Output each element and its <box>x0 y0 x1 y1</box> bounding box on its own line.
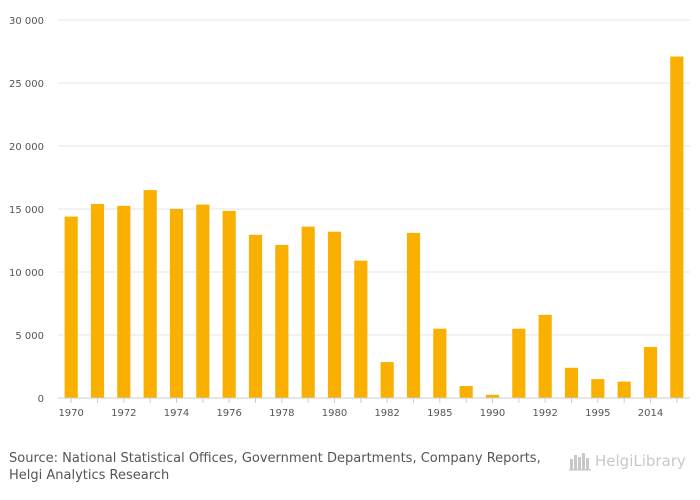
y-tick-label: 30 000 <box>9 16 44 27</box>
bar-1980 <box>327 231 342 398</box>
x-axis-ticks: 1970 1972 1974 1976 1978 1980 1982 1985 1990 1992… <box>58 398 678 419</box>
x-tick-label: 1974 <box>164 408 189 419</box>
x-tick-label: 1992 <box>532 408 557 419</box>
bar-chart: 0 5 000 10 000 15 000 20 000 25 000 30 000 197… <box>9 16 690 419</box>
bar-1972 <box>117 205 131 398</box>
grid-lines <box>58 19 690 336</box>
x-tick-label: 1995 <box>585 408 610 419</box>
x-tick-label: 1980 <box>322 408 347 419</box>
x-tick-label: 1976 <box>216 408 241 419</box>
x-tick-label: 1972 <box>111 408 136 419</box>
source-line-2: Helgi Analytics Research <box>9 468 170 483</box>
bar-1978 <box>275 244 289 398</box>
y-tick-label: 25 000 <box>9 79 44 90</box>
x-tick-label: 1978 <box>269 408 294 419</box>
bar-1982 <box>380 362 394 398</box>
bar-1983 <box>406 232 421 398</box>
bar-1988 <box>459 386 473 398</box>
bar-2015 <box>670 56 684 398</box>
bar-1975 <box>196 204 210 398</box>
bar-1974 <box>169 209 184 398</box>
x-tick-label: 1990 <box>480 408 505 419</box>
x-tick-label: 1982 <box>374 408 399 419</box>
bar-1977 <box>248 234 263 398</box>
bar-1990 <box>485 394 500 398</box>
bar-1993 <box>564 367 579 398</box>
bar-2012 <box>617 381 631 398</box>
books-icon <box>569 453 591 471</box>
bar-1970 <box>64 216 78 398</box>
y-tick-label: 0 <box>38 394 44 405</box>
y-tick-label: 10 000 <box>9 268 44 279</box>
x-tick-label: 1970 <box>58 408 83 419</box>
y-tick-label: 15 000 <box>9 205 44 216</box>
bar-2014 <box>643 346 658 398</box>
y-tick-label: 5 000 <box>15 331 44 342</box>
bar-1981 <box>354 260 368 398</box>
y-axis-ticks: 0 5 000 10 000 15 000 20 000 25 000 30 000 <box>9 16 44 405</box>
source-note: Source: National Statistical Offices, Go… <box>9 450 549 484</box>
bar-1971 <box>90 203 105 398</box>
source-line-1: Source: National Statistical Offices, Go… <box>9 451 541 466</box>
bar-1979 <box>301 226 315 398</box>
bar-1992 <box>538 314 552 398</box>
y-tick-label: 20 000 <box>9 142 44 153</box>
bar-1995 <box>591 379 605 398</box>
bar-1985 <box>433 328 447 398</box>
x-tick-label: 2014 <box>638 408 663 419</box>
logo-text: HelgiLibrary <box>595 452 686 470</box>
bars <box>64 56 684 398</box>
bar-1976 <box>222 210 236 398</box>
x-tick-label: 1985 <box>427 408 452 419</box>
bar-1973 <box>143 190 157 398</box>
bar-1991 <box>512 328 526 398</box>
helgi-library-logo: HelgiLibrary <box>569 452 686 471</box>
